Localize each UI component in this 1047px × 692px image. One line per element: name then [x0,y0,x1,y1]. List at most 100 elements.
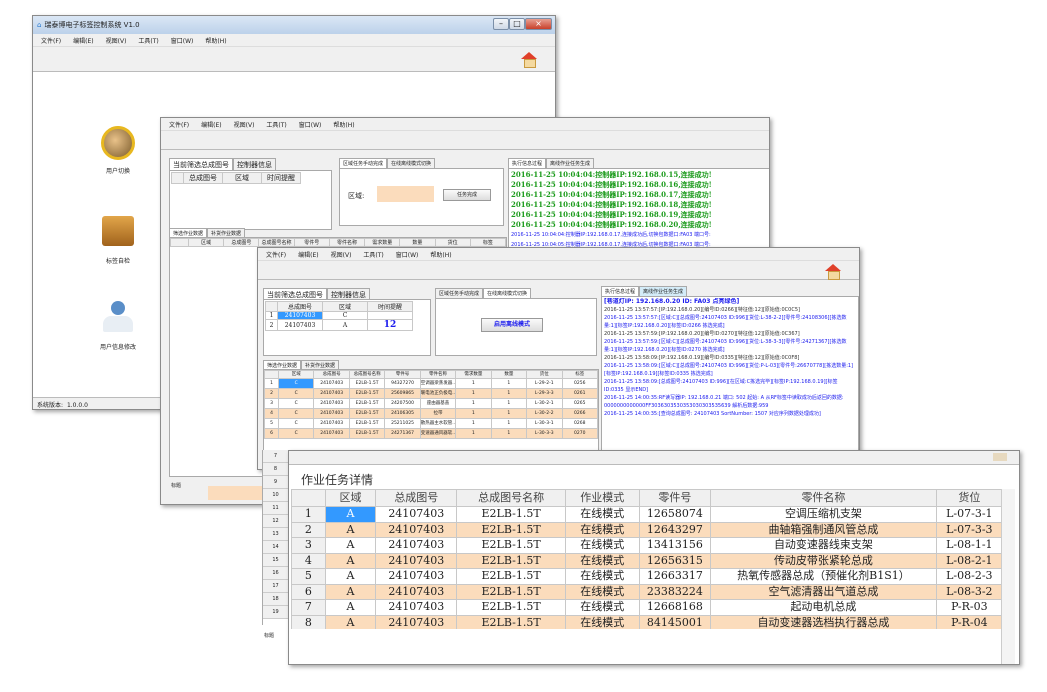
menu-window[interactable]: 窗口(W) [170,37,194,45]
table-row[interactable]: 5 A 24107403 E2LB-1.5T 在线模式 12663317 热氧传感器总成（预… [291,568,1001,585]
row-number[interactable]: 5 [291,568,326,585]
col-header[interactable]: 总成图号名称 [258,238,295,247]
menu-edit[interactable]: 编辑(E) [201,121,222,129]
col-header[interactable]: 总成图号 [313,370,350,379]
col-header[interactable]: 零件号 [384,370,421,379]
table-row[interactable]: 3 A 24107403 E2LB-1.5T 在线模式 13413156 自动变速器线束支架… [291,537,1001,554]
menu-view[interactable]: 视图(V) [233,121,255,129]
menu-window[interactable]: 窗口(W) [395,251,419,259]
menu-view[interactable]: 视图(V) [330,251,352,259]
col-header[interactable]: 零件名称 [419,370,457,379]
table-row[interactable]: 1 24107403 C [265,311,413,320]
row-number[interactable]: 2 [265,319,278,331]
row-number[interactable]: 1 [291,506,326,523]
col-header[interactable]: 时间提醒 [367,301,413,312]
menu-help[interactable]: 帮助(H) [205,37,227,45]
table-row[interactable]: 4 C 24107403 E2LB-1.5T 24106305 拉带 1 1 L-30-2-2 0… [264,408,598,419]
tab-restock-data[interactable]: 补货作业数据 [207,228,246,238]
col-header[interactable]: 标签 [469,238,507,247]
col-header[interactable]: 货位 [434,238,471,247]
col-header[interactable]: 需求数量 [364,238,401,247]
table-row[interactable]: 4 A 24107403 E2LB-1.5T 在线模式 12656315 传动皮带张紧轮总成… [291,552,1001,569]
window-controls-icon[interactable] [993,453,1007,461]
col-header[interactable]: 区域 [322,301,368,312]
col-header[interactable]: 零件号 [293,238,330,247]
status-input[interactable] [208,486,263,500]
menu-window[interactable]: 窗口(W) [298,121,322,129]
tab-controller-info[interactable]: 控制器信息 [327,288,370,301]
tab-mode-switch[interactable]: 在线离线模式切换 [387,158,436,168]
col-header[interactable]: 总成图号名称 [348,370,386,379]
row-number[interactable]: 13 [263,528,288,541]
menu-file[interactable]: 文件(F) [266,251,287,259]
menu-view[interactable]: 视图(V) [105,37,127,45]
col-header[interactable]: 区域 [222,172,262,184]
tab-offline-gen[interactable]: 离线作业任务生成 [639,286,688,296]
table-row[interactable]: 2 24107403 A 12 [265,319,413,331]
row-number[interactable]: 7 [263,450,288,463]
menu-tools[interactable]: 工具(T) [138,37,159,45]
table-row[interactable]: 8 A 24107403 E2LB-1.5T 在线模式 84145001 自动变速器选档执行… [291,614,1001,629]
menu-file[interactable]: 文件(F) [169,121,190,129]
task-complete-button[interactable]: 任务完成 [443,189,491,201]
row-number[interactable]: 6 [291,583,326,600]
col-header[interactable]: 零件号 [638,489,712,507]
col-header[interactable]: 零件名称 [710,489,937,507]
row-number[interactable]: 11 [263,502,288,515]
col-header[interactable]: 区域 [277,370,315,379]
minimize-button[interactable]: – [493,18,509,30]
row-number[interactable]: 7 [291,599,326,616]
tab-picking-data[interactable]: 筛选作业数据 [169,228,208,238]
nav-user-info-edit[interactable]: 用户信息修改 [88,301,148,351]
tab-mode-switch[interactable]: 在线离线模式切换 [483,288,532,298]
table-row[interactable]: 2 A 24107403 E2LB-1.5T 在线模式 12643297 曲轴箱强制通风管总… [291,521,1001,538]
menu-help[interactable]: 帮助(H) [333,121,355,129]
col-header[interactable]: 总成图号 [183,172,223,184]
menu-tools[interactable]: 工具(T) [266,121,287,129]
tab-controller-info[interactable]: 控制器信息 [233,158,276,171]
table-row[interactable]: 5 C 24107403 E2LB-1.5T 25211025 散热器主水软管... 1 1 L… [264,418,598,429]
row-number[interactable]: 3 [291,537,326,554]
row-number[interactable]: 18 [263,593,288,606]
row-number[interactable]: 8 [291,614,326,629]
table-row[interactable]: 1 A 24107403 E2LB-1.5T 在线模式 12658074 空调压缩机支架 L-… [291,506,1001,523]
tab-restock-data[interactable]: 补货作业数据 [301,360,340,370]
area-input[interactable] [377,186,434,202]
enable-offline-button[interactable]: 启用离线模式 [481,318,543,332]
menu-file[interactable]: 文件(F) [41,37,62,45]
table-row[interactable]: 3 C 24107403 E2LB-1.5T 24207500 座由器基盖 1 1 L-30-2… [264,398,598,409]
table-row[interactable]: 2 C 24107403 E2LB-1.5T 25609865 暖电池正负极电... 1 1 L… [264,388,598,399]
menu-edit[interactable]: 编辑(E) [298,251,319,259]
maximize-button[interactable]: □ [509,18,525,30]
row-number[interactable]: 10 [263,489,288,502]
tab-picking-data[interactable]: 筛选作业数据 [263,360,302,370]
col-header[interactable]: 区域 [187,238,225,247]
col-header[interactable]: 时间提醒 [261,172,301,184]
row-number[interactable]: 4 [291,552,326,569]
tab-current-assembly[interactable]: 当前筛选总成图号 [263,288,327,301]
col-header[interactable]: 总成图号名称 [456,489,566,507]
row-number[interactable]: 12 [263,515,288,528]
vertical-scrollbar[interactable] [1001,489,1015,664]
tab-current-assembly[interactable]: 当前筛选总成图号 [169,158,233,171]
nav-user-switch[interactable]: 用户切换 [88,126,148,175]
tab-exec-log[interactable]: 执行信息过程 [601,286,640,296]
col-header[interactable]: 需求数量 [455,370,492,379]
tab-offline-gen[interactable]: 离线作业任务生成 [546,158,595,168]
col-header[interactable]: 作业模式 [564,489,640,507]
row-number[interactable]: 16 [263,567,288,580]
row-number[interactable]: 14 [263,541,288,554]
col-header[interactable]: 零件名称 [328,238,366,247]
col-header[interactable]: 总成图号 [375,489,458,507]
row-number[interactable]: 2 [291,521,326,538]
col-header[interactable]: 区域 [324,489,377,507]
row-number[interactable]: 19 [263,606,288,619]
table-row[interactable]: 6 A 24107403 E2LB-1.5T 在线模式 23383224 空气滤清器出气道总… [291,583,1001,600]
row-number[interactable]: 9 [263,476,288,489]
table-row[interactable]: 1 C 24107403 E2LB-1.5T 94327270 空调器梁蒸发器... 1 1 L… [264,378,598,389]
col-header[interactable]: 总成图号 [277,301,323,312]
col-header[interactable]: 货位 [935,489,1001,507]
row-number[interactable]: 15 [263,554,288,567]
table-row[interactable]: 7 A 24107403 E2LB-1.5T 在线模式 12668168 起动电机总成 P-R… [291,599,1001,616]
home-icon[interactable] [825,264,841,280]
